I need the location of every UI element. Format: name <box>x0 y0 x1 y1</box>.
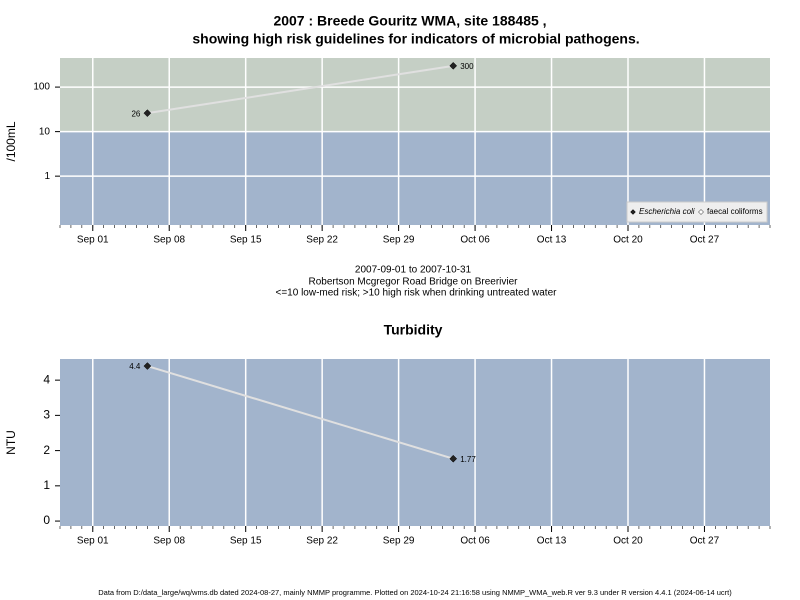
note: 2007-09-01 to 2007-10-31 <box>355 265 472 276</box>
x-tick-label: Sep 29 <box>383 235 415 246</box>
x-tick-label: Oct 27 <box>690 536 720 547</box>
x-tick-label: Oct 20 <box>613 536 643 547</box>
x-tick-label: Sep 01 <box>77 536 109 547</box>
plot-bg <box>60 359 770 526</box>
legend-label: faecal coliforms <box>707 207 763 216</box>
footer: Data from D:/data_large/wq/wms.db dated … <box>98 588 732 597</box>
legend-label: Escherichia coli <box>639 207 695 216</box>
data-label: 4.4 <box>129 362 141 371</box>
y-tick-label: 1 <box>44 171 50 182</box>
data-label: 1.77 <box>460 455 476 464</box>
x-tick-label: Sep 15 <box>230 536 262 547</box>
y-tick-label: 2 <box>43 443 50 457</box>
point <box>449 61 458 70</box>
x-tick-label: Oct 27 <box>690 235 720 246</box>
legend-box <box>626 201 768 223</box>
x-tick-label: Oct 06 <box>460 235 490 246</box>
x-tick-label: Sep 15 <box>230 235 262 246</box>
x-tick-label: Sep 22 <box>306 235 338 246</box>
point <box>143 109 152 117</box>
series-line <box>147 365 454 460</box>
x-tick-label: Sep 22 <box>306 536 338 547</box>
x-tick-label: Oct 13 <box>537 536 567 547</box>
data-label: 26 <box>131 109 140 118</box>
legend-marker <box>630 209 636 215</box>
legend-marker <box>698 209 704 215</box>
y-tick-label: 4 <box>43 372 50 386</box>
point <box>449 454 458 463</box>
y-tick-label: 100 <box>33 82 50 93</box>
note: <=10 low-med risk; >10 high risk when dr… <box>276 288 558 299</box>
chart-title: 2007 : Breede Gouritz WMA, site 188485 , <box>273 13 546 29</box>
x-tick-label: Oct 20 <box>613 235 643 246</box>
x-tick-label: Oct 13 <box>537 235 567 246</box>
chart-subtitle: showing high risk guidelines for indicat… <box>192 31 639 47</box>
high-risk-band <box>60 58 770 132</box>
y-tick-label: 0 <box>43 513 50 527</box>
x-tick-label: Oct 06 <box>460 536 490 547</box>
y-axis-label: NTU <box>4 430 18 455</box>
x-tick-label: Sep 29 <box>383 536 415 547</box>
note: Robertson Mcgregor Road Bridge on Breeri… <box>309 277 519 288</box>
point <box>143 362 152 370</box>
data-label: 300 <box>460 62 474 71</box>
y-axis-label: /100mL <box>4 121 18 161</box>
chart-title: Turbidity <box>384 322 443 338</box>
x-tick-label: Sep 08 <box>153 536 185 547</box>
x-tick-label: Sep 08 <box>153 235 185 246</box>
y-tick-label: 10 <box>39 126 51 137</box>
x-tick-label: Sep 01 <box>77 235 109 246</box>
y-tick-label: 1 <box>43 478 50 492</box>
y-tick-label: 3 <box>43 408 50 422</box>
series-line <box>147 64 454 115</box>
